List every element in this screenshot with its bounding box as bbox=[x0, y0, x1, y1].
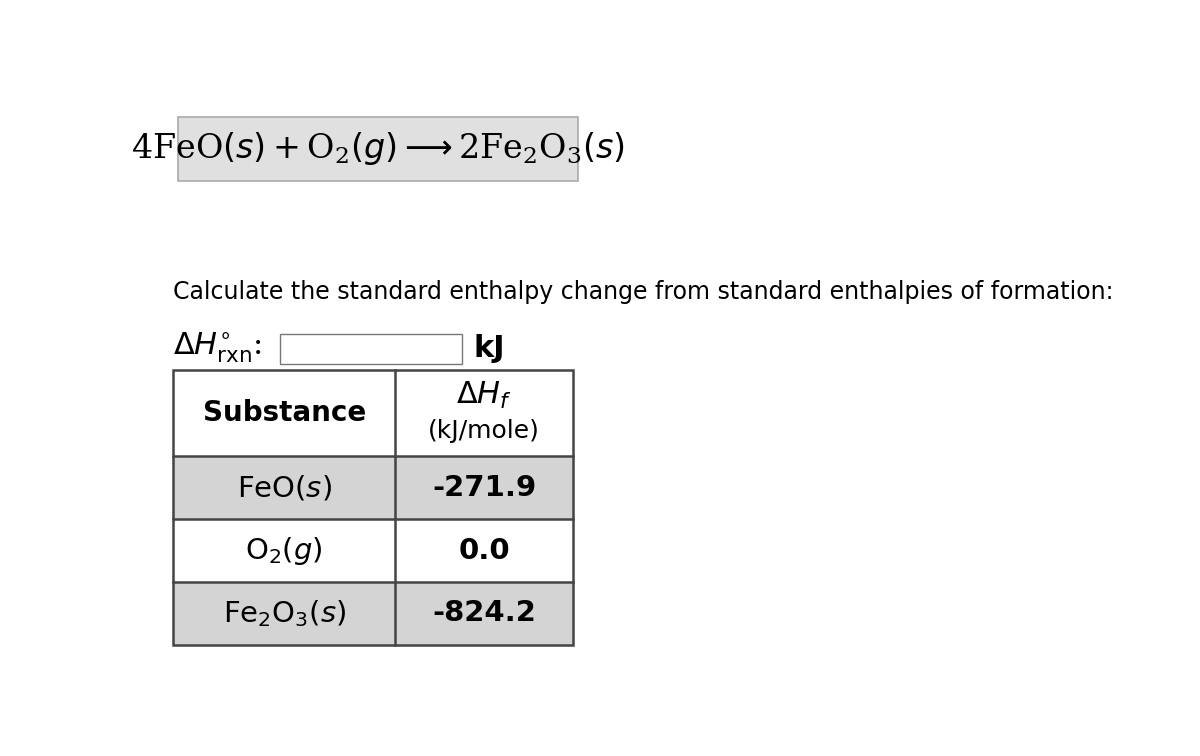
Text: $\mathrm{FeO}(s)$: $\mathrm{FeO}(s)$ bbox=[236, 473, 331, 502]
Text: $\Delta H_f$: $\Delta H_f$ bbox=[456, 380, 512, 411]
Text: $\mathrm{O_2}(g)$: $\mathrm{O_2}(g)$ bbox=[245, 534, 323, 566]
Text: $\mathregular{4FeO}(s) + \mathregular{O_2}(g) \longrightarrow \mathregular{2Fe_2: $\mathregular{4FeO}(s) + \mathregular{O_… bbox=[131, 131, 625, 167]
Text: kJ: kJ bbox=[474, 333, 505, 363]
FancyBboxPatch shape bbox=[173, 457, 574, 519]
Text: -271.9: -271.9 bbox=[432, 474, 536, 502]
Text: Calculate the standard enthalpy change from standard enthalpies of formation:: Calculate the standard enthalpy change f… bbox=[173, 280, 1114, 304]
Text: (kJ/mole): (kJ/mole) bbox=[428, 419, 540, 443]
Text: -824.2: -824.2 bbox=[432, 600, 536, 627]
FancyBboxPatch shape bbox=[173, 370, 574, 457]
FancyBboxPatch shape bbox=[173, 582, 574, 645]
Text: Substance: Substance bbox=[203, 399, 366, 427]
Text: $\Delta\mathit{H}^{\circ}_{\mathrm{rxn}}$:: $\Delta\mathit{H}^{\circ}_{\mathrm{rxn}}… bbox=[173, 330, 262, 365]
FancyBboxPatch shape bbox=[173, 519, 574, 582]
Text: $\mathrm{Fe_2O_3}(s)$: $\mathrm{Fe_2O_3}(s)$ bbox=[223, 598, 346, 629]
Text: 0.0: 0.0 bbox=[458, 537, 510, 565]
FancyBboxPatch shape bbox=[178, 117, 578, 181]
FancyBboxPatch shape bbox=[281, 334, 462, 364]
